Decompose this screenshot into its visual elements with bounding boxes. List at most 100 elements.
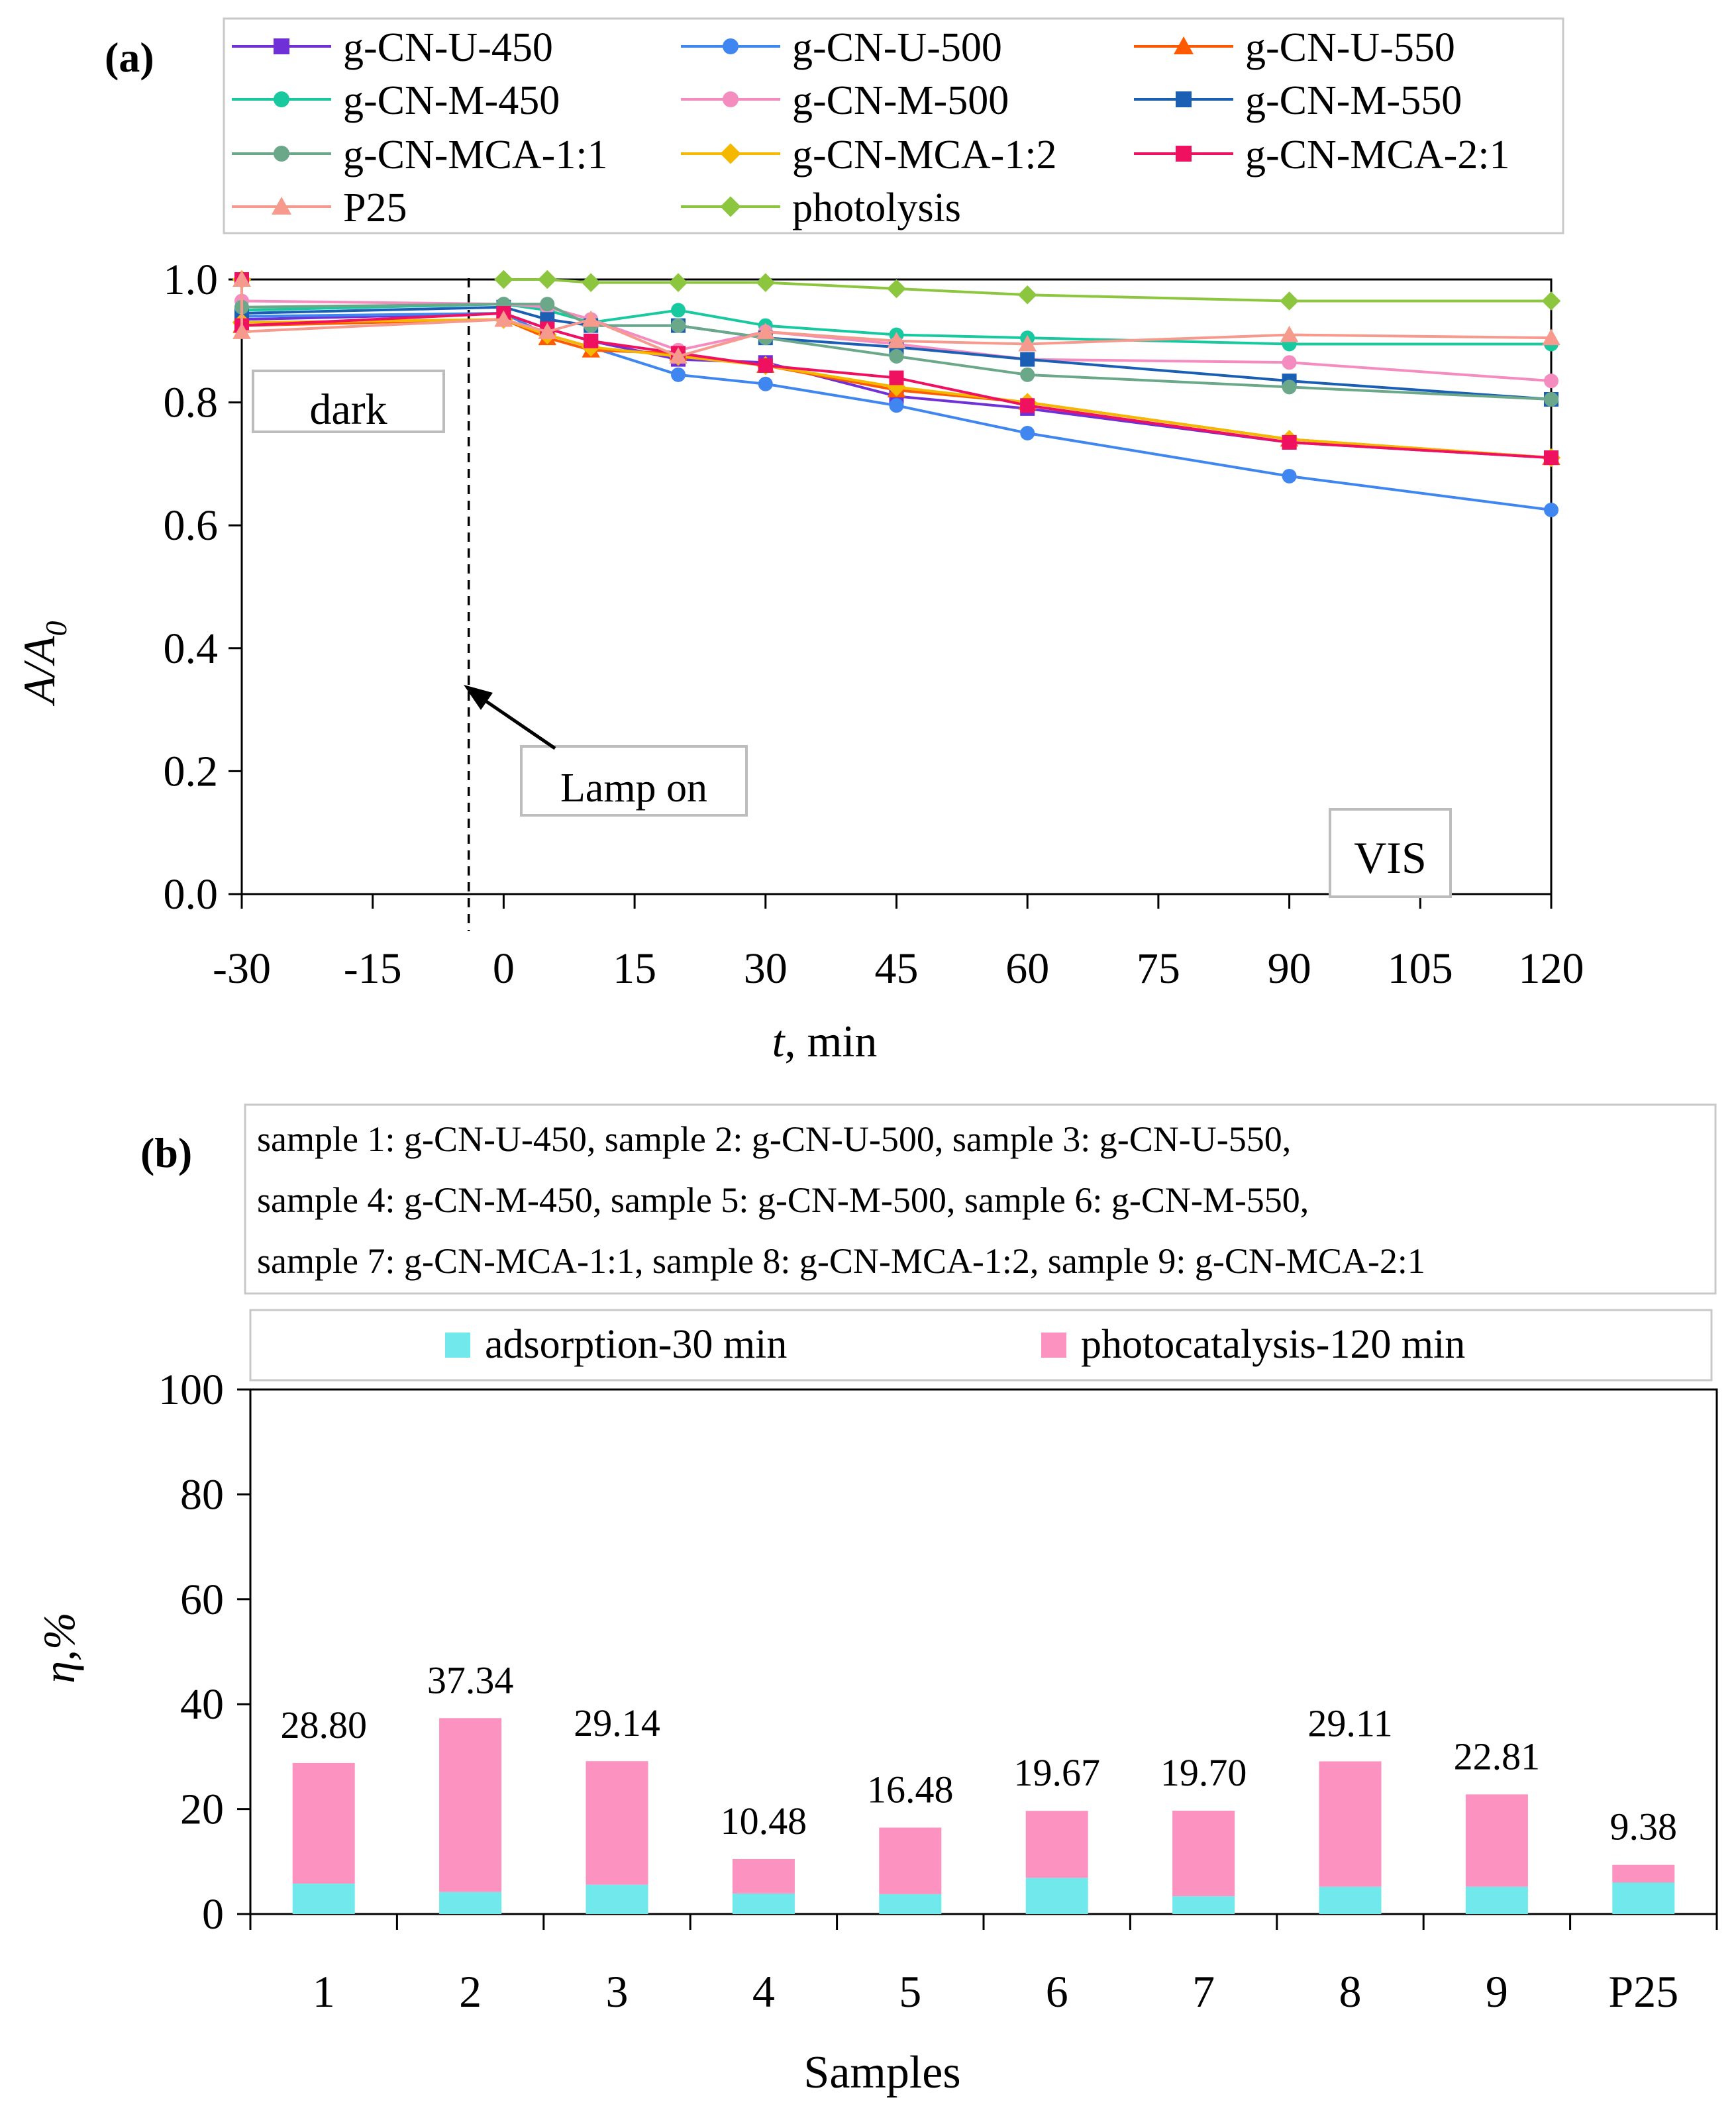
panel-a: (a) g-CN-U-450 g-CN-U-500 g-CN-U-550 g-CN-M…	[14, 17, 1584, 1066]
legend-g-cn-mca-1-2-marker	[720, 143, 741, 164]
legend-p25-marker	[272, 197, 291, 215]
line-x-tick-label: 105	[1388, 944, 1453, 993]
line-series-group	[232, 270, 1561, 517]
bar-4-photocatalysis	[732, 1858, 795, 1894]
series-g-cn-mca-1-1-point	[671, 318, 686, 333]
series-g-cn-m-500-point	[1544, 374, 1558, 389]
bar-y-label-text: η,%	[34, 1612, 84, 1683]
sample-info-line-2: sample 4: g-CN-M-450, sample 5: g-CN-M-5…	[257, 1180, 1309, 1220]
bar-y-axis: 0 20 40 60 80 100	[158, 1366, 250, 1939]
series-p25-point	[538, 323, 557, 339]
legend-g-cn-u-500: g-CN-U-500	[681, 25, 1002, 70]
line-x-axis: -30 -15 0 15 30 45 60 75 90 105 120	[213, 894, 1584, 993]
legend-g-cn-m-500: g-CN-M-500	[681, 78, 1009, 123]
bar-1-adsorption	[292, 1884, 355, 1914]
legend-photolysis-label: photolysis	[792, 185, 961, 230]
legend-g-cn-u-550: g-CN-U-550	[1134, 25, 1455, 70]
series-photolysis-point	[756, 273, 776, 292]
bar-legend-swatch-adsorption	[445, 1333, 470, 1358]
bar-x-tick-label: P25	[1608, 1966, 1678, 2017]
legend-g-cn-u-500-label: g-CN-U-500	[792, 25, 1002, 70]
series-photolysis-point	[494, 270, 513, 289]
bar-series-group: 28.80 37.34 29.14 10.48 16.48 19.67 19.70 29.11…	[280, 1658, 1677, 1914]
series-p25-point	[887, 332, 906, 348]
legend-g-cn-m-550-label: g-CN-M-550	[1245, 78, 1462, 123]
line-y-axis: 0.0 0.2 0.4 0.6 0.8 1.0	[164, 256, 242, 919]
series-p25-point	[232, 323, 251, 339]
series-g-cn-u-500-point	[1282, 468, 1297, 483]
legend-g-cn-u-450-marker	[274, 38, 289, 54]
bar-9-total-label: 22.81	[1454, 1735, 1541, 1778]
series-g-cn-m-450-point	[671, 303, 686, 318]
legend-g-cn-u-450-label: g-CN-U-450	[343, 25, 553, 70]
bar-6-total-label: 19.67	[1013, 1751, 1100, 1794]
line-y-tick-label: 1.0	[164, 256, 219, 304]
series-photolysis-point	[887, 279, 906, 299]
bar-y-label: η,%	[34, 1612, 84, 1683]
bar-p25-photocatalysis	[1612, 1864, 1675, 1883]
bar-y-tick-label: 40	[180, 1680, 224, 1729]
bar-7-total-label: 19.70	[1160, 1751, 1247, 1794]
panel-b-label: (b)	[140, 1129, 192, 1176]
legend-g-cn-m-550-marker	[1176, 91, 1192, 107]
legend-g-cn-m-450: g-CN-M-450	[232, 78, 560, 123]
series-g-cn-mca-1-1-point	[1544, 391, 1558, 407]
legend-g-cn-u-550-marker	[1174, 36, 1194, 54]
bar-5-adsorption	[879, 1893, 942, 1914]
bar-7-photocatalysis	[1172, 1810, 1235, 1897]
bar-8-total-label: 29.11	[1307, 1701, 1392, 1744]
series-p25-point	[232, 270, 251, 287]
bar-x-tick-label: 4	[752, 1966, 775, 2017]
bar-x-tick-label: 7	[1192, 1966, 1215, 2017]
line-y-label-sub: 0	[39, 621, 73, 636]
bar-legend-label-photocatalysis: photocatalysis-120 min	[1081, 1322, 1465, 1367]
bar-p25-total-label: 9.38	[1610, 1805, 1678, 1848]
series-photolysis	[494, 270, 1561, 311]
line-y-tick-label: 0.2	[164, 747, 219, 795]
bar-y-tick-label: 100	[158, 1366, 224, 1414]
bar-legend-box	[249, 1309, 1713, 1382]
bar-8-photocatalysis	[1319, 1761, 1382, 1887]
series-p25-point	[1542, 328, 1560, 346]
bar-x-tick-label: 9	[1486, 1966, 1508, 2017]
series-photolysis-point	[1541, 291, 1561, 311]
legend-photolysis-marker	[720, 196, 741, 217]
dark-box	[252, 370, 445, 433]
bar-5-total-label: 16.48	[867, 1768, 954, 1811]
legend-g-cn-mca-1-2: g-CN-MCA-1:2	[681, 132, 1057, 177]
series-g-cn-u-500-point	[889, 398, 904, 413]
line-x-tick-label: 90	[1268, 944, 1311, 993]
vis-label: VIS	[1354, 833, 1427, 883]
line-x-tick-label: 60	[1005, 944, 1049, 993]
bar-4-adsorption	[732, 1893, 795, 1914]
line-legend-box	[223, 17, 1564, 234]
legend-g-cn-u-500-marker	[723, 38, 739, 54]
legend-g-cn-mca-2-1-label: g-CN-MCA-2:1	[1245, 132, 1510, 177]
series-p25-point	[582, 310, 600, 327]
legend-g-cn-m-450-label: g-CN-M-450	[343, 78, 560, 123]
line-x-tick-label: 120	[1519, 944, 1584, 993]
lamp-on-box	[520, 745, 748, 817]
series-g-cn-m-550-point	[1020, 352, 1035, 367]
line-x-tick-label: -15	[344, 944, 402, 993]
line-x-label-unit: , min	[785, 1016, 878, 1066]
bar-2-photocatalysis	[439, 1718, 502, 1892]
bar-x-tick-label: 5	[899, 1966, 921, 2017]
series-g-cn-mca-2-1-point	[758, 358, 773, 373]
vis-box	[1329, 808, 1452, 898]
line-y-tick-label: 0.8	[164, 379, 219, 427]
line-y-label: A/A0	[14, 621, 73, 707]
legend-g-cn-mca-2-1-marker	[1176, 146, 1192, 162]
bar-3-photocatalysis	[586, 1761, 648, 1885]
legend-g-cn-u-450: g-CN-U-450	[232, 25, 553, 70]
series-g-cn-mca-2-1-point	[889, 370, 904, 385]
series-p25	[232, 270, 1560, 364]
series-p25-point	[494, 310, 513, 327]
bar-6-photocatalysis	[1025, 1811, 1088, 1878]
legend-g-cn-m-500-label: g-CN-M-500	[792, 78, 1009, 123]
series-photolysis-point	[1017, 285, 1037, 305]
panel-b: (b) sample 1: g-CN-U-450, sample 2: g-CN…	[34, 1103, 1718, 2098]
lamp-on-label: Lamp on	[560, 766, 707, 811]
series-photolysis-point	[1280, 291, 1299, 311]
